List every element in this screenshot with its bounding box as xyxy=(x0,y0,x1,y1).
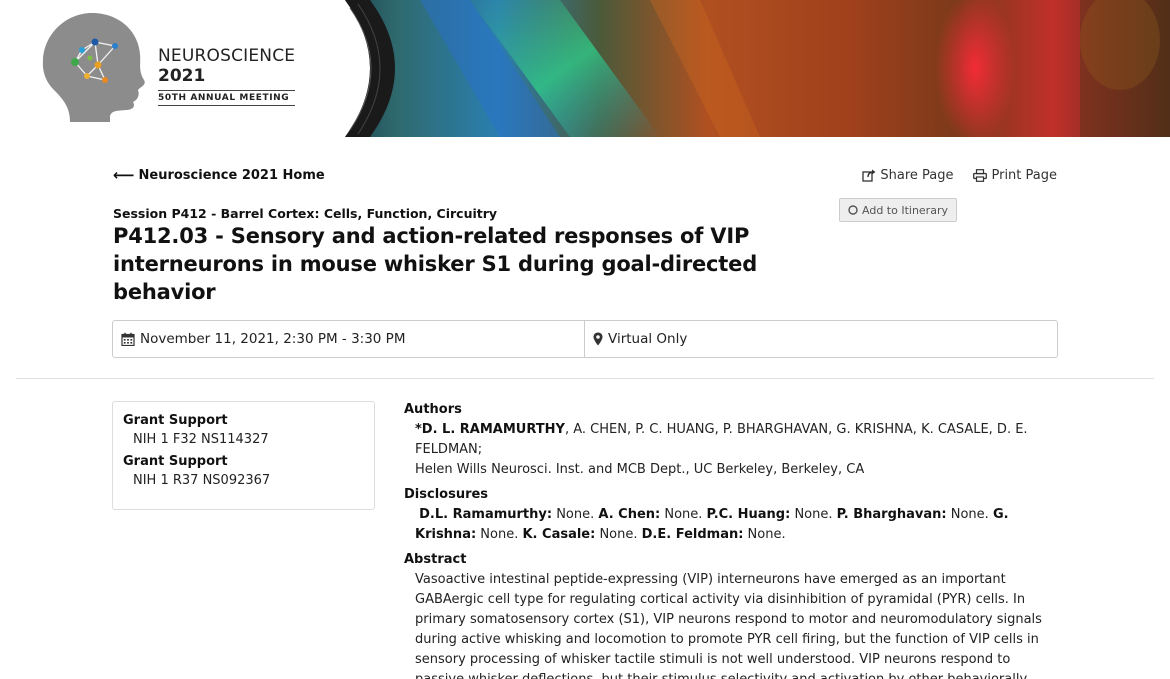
share-icon xyxy=(862,169,876,182)
neuroscience-2021-logo[interactable]: NEUROSCIENCE 2021 50TH ANNUAL MEETING xyxy=(40,10,340,125)
share-page-label: Share Page xyxy=(880,168,954,183)
authors-heading: Authors xyxy=(404,402,462,417)
grant-support-value: NIH 1 R37 NS092367 xyxy=(133,473,271,488)
print-page-button[interactable]: Print Page xyxy=(973,168,1057,183)
disclosure-value: None. xyxy=(790,507,837,522)
disclosure-value: None. xyxy=(660,507,707,522)
add-to-itinerary-label: Add to Itinerary xyxy=(862,203,948,217)
disclosure-value: None. xyxy=(946,507,993,522)
session-info-bar: November 11, 2021, 2:30 PM - 3:30 PM Vir… xyxy=(112,320,1058,358)
disclosure-name: A. Chen: xyxy=(598,507,661,522)
session-date: November 11, 2021, 2:30 PM - 3:30 PM xyxy=(113,321,585,357)
print-page-label: Print Page xyxy=(991,168,1057,183)
brain-head-logo-icon xyxy=(42,13,145,122)
disclosure-name: P. Bharghavan: xyxy=(836,507,947,522)
disclosure-value: None. xyxy=(552,507,599,522)
disclosure-value: None. xyxy=(743,527,786,542)
session-location-text: Virtual Only xyxy=(608,331,688,347)
circle-outline-icon xyxy=(848,205,858,215)
co-authors: , A. CHEN, P. C. HUANG, P. BHARGHAVAN, G… xyxy=(415,422,1028,457)
section-divider xyxy=(16,378,1154,379)
session-label[interactable]: Session P412 - Barrel Cortex: Cells, Fun… xyxy=(113,206,498,221)
printer-icon xyxy=(973,169,988,182)
disclosures-list: D.L. Ramamurthy: None. A. Chen: None. P.… xyxy=(404,505,1056,545)
add-to-itinerary-button[interactable]: Add to Itinerary xyxy=(839,198,957,222)
disclosure-name: K. Casale: xyxy=(522,527,596,542)
grant-support-box: Grant Support NIH 1 F32 NS114327 Grant S… xyxy=(112,401,375,510)
home-link[interactable]: ⟵ Neuroscience 2021 Home xyxy=(113,166,325,184)
grant-support-heading: Grant Support xyxy=(123,454,228,469)
grant-support-value: NIH 1 F32 NS114327 xyxy=(133,432,269,447)
disclosure-value: None. xyxy=(476,527,523,542)
author-affiliation: Helen Wills Neurosci. Inst. and MCB Dept… xyxy=(415,462,865,477)
disclosure-name: G. Krishna: xyxy=(415,507,1009,542)
disclosure-name: D.E. Feldman: xyxy=(641,527,744,542)
calendar-icon xyxy=(121,332,135,346)
share-page-button[interactable]: Share Page xyxy=(862,168,953,183)
session-location: Virtual Only xyxy=(585,321,1057,357)
logo-year: 2021 xyxy=(158,66,206,86)
logo-subtitle: 50TH ANNUAL MEETING xyxy=(158,90,295,106)
session-date-text: November 11, 2021, 2:30 PM - 3:30 PM xyxy=(140,331,406,347)
logo-text: NEUROSCIENCE 2021 50TH ANNUAL MEETING xyxy=(158,46,295,106)
home-link-label: Neuroscience 2021 Home xyxy=(138,168,325,183)
map-marker-icon xyxy=(593,332,603,346)
disclosure-name: D.L. Ramamurthy: xyxy=(419,507,553,522)
abstract-details: Authors *D. L. RAMAMURTHY, A. CHEN, P. C… xyxy=(404,400,1056,679)
logo-title: NEUROSCIENCE xyxy=(158,46,296,66)
abstract-heading: Abstract xyxy=(404,552,467,567)
disclosure-name: P.C. Huang: xyxy=(706,507,791,522)
arrow-left-icon: ⟵ xyxy=(113,166,135,184)
header-banner: NEUROSCIENCE 2021 50TH ANNUAL MEETING xyxy=(0,0,1170,137)
disclosure-value: None. xyxy=(595,527,642,542)
disclosures-heading: Disclosures xyxy=(404,487,489,502)
authors-list: *D. L. RAMAMURTHY, A. CHEN, P. C. HUANG,… xyxy=(404,420,1056,480)
abstract-text: Vasoactive intestinal peptide-expressing… xyxy=(415,572,1042,679)
first-author: *D. L. RAMAMURTHY xyxy=(415,422,565,437)
page-title: P412.03 - Sensory and action-related res… xyxy=(113,224,758,304)
grant-support-heading: Grant Support xyxy=(123,413,228,428)
page-actions: Share Page Print Page xyxy=(862,168,1057,183)
